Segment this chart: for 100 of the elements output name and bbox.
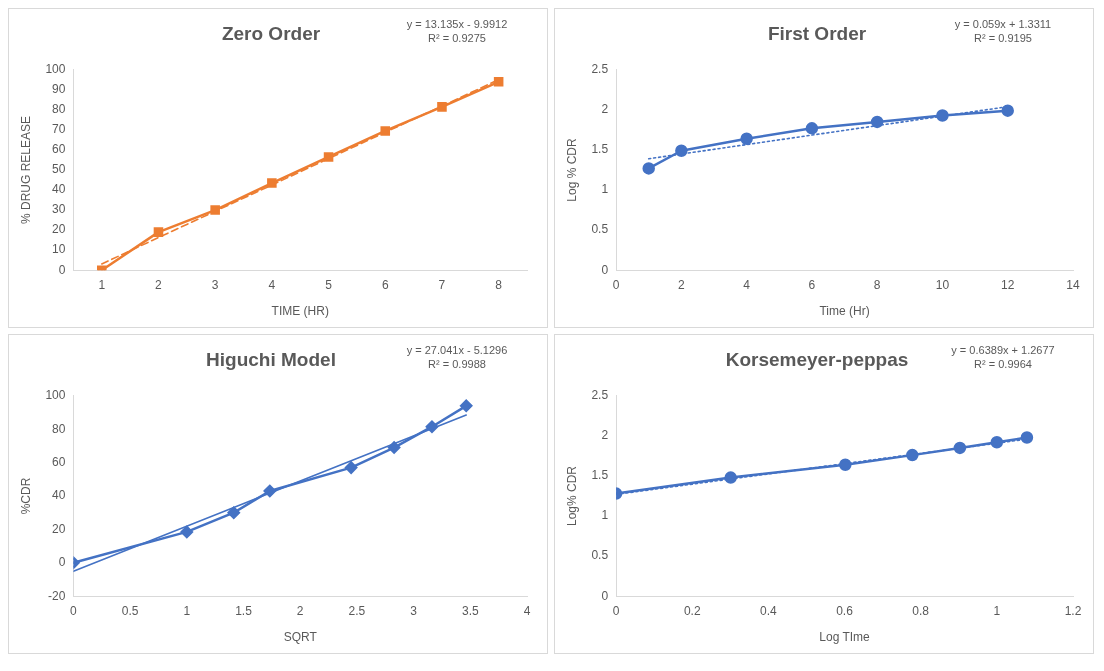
x-tick-label: 3.5 xyxy=(461,603,479,618)
point xyxy=(1001,104,1014,117)
x-tick-label: 1 xyxy=(993,603,1001,618)
text: R² = 0.9195 xyxy=(974,31,1032,44)
y-tick-label: 1.5 xyxy=(591,142,609,157)
x-tick-label: 2.5 xyxy=(348,603,366,618)
y-tick-label: 0 xyxy=(601,588,609,603)
y-tick-label: 20 xyxy=(52,222,66,237)
y-tick-label: 100 xyxy=(45,62,66,77)
x-tick-label: 1.5 xyxy=(235,603,253,618)
x-tick-label: 2 xyxy=(678,277,686,292)
x-tick-label: 0.8 xyxy=(912,603,930,618)
y-tick-label: 60 xyxy=(52,454,66,469)
point xyxy=(953,441,967,455)
x-tick-label: 5 xyxy=(325,277,333,292)
point xyxy=(906,448,919,462)
x-tick-label: 3 xyxy=(211,277,219,292)
y-tick-label: 0 xyxy=(58,555,66,570)
x-axis-title: Time (Hr) xyxy=(819,304,870,319)
y-tick-label: 60 xyxy=(52,142,66,157)
y-tick-label: 0 xyxy=(58,262,66,277)
y-tick-label: 2.5 xyxy=(591,388,609,403)
y-tick-label: 40 xyxy=(52,488,66,503)
point xyxy=(344,461,358,474)
x-tick-label: 0 xyxy=(612,277,620,292)
x-tick-label: 0.6 xyxy=(836,603,854,618)
y-tick-label: 0.5 xyxy=(591,548,609,563)
y-axis-title: Log% CDR xyxy=(564,465,579,527)
point xyxy=(839,458,852,471)
point xyxy=(227,506,241,519)
point xyxy=(437,102,447,112)
point xyxy=(1020,431,1034,444)
point xyxy=(425,420,439,433)
x-tick-label: 3 xyxy=(410,603,418,618)
x-tick-label: 4 xyxy=(743,277,751,292)
point xyxy=(263,484,277,498)
y-tick-label: 40 xyxy=(52,182,66,197)
x-tick-label: 8 xyxy=(873,277,881,292)
chart-title: Korsemeyer-peppas xyxy=(725,348,909,370)
y-axis-title: Log % CDR xyxy=(564,137,579,202)
x-tick-label: 12 xyxy=(1001,277,1015,292)
x-tick-label: 7 xyxy=(438,277,446,292)
x-axis-title: SQRT xyxy=(283,630,318,645)
y-tick-label: 80 xyxy=(52,421,66,436)
x-tick-label: 0.4 xyxy=(760,603,778,618)
y-tick-label: 50 xyxy=(52,162,66,177)
x-tick-label: 0 xyxy=(612,603,620,618)
x-tick-label: 1.2 xyxy=(1064,603,1082,618)
x-axis-title: TIME (HR) xyxy=(271,304,329,319)
point xyxy=(870,115,884,129)
x-tick-label: 10 xyxy=(935,277,950,292)
text: R² = 0.9964 xyxy=(974,357,1032,370)
y-tick-label: 2 xyxy=(601,102,609,117)
y-tick-label: 0.5 xyxy=(591,222,609,237)
y-axis-title: %CDR xyxy=(18,477,33,515)
x-tick-label: 1 xyxy=(183,603,191,618)
point xyxy=(675,144,688,158)
y-tick-label: 30 xyxy=(52,202,66,217)
point xyxy=(936,109,949,122)
y-axis-title: % DRUG RELEASE xyxy=(18,115,33,225)
text: y = 0.6389x + 1.2677 xyxy=(951,343,1055,356)
point xyxy=(459,399,473,413)
text: y = 13.135x - 9.9912 xyxy=(406,17,508,30)
x-tick-label: 6 xyxy=(808,277,816,292)
x-tick-label: 8 xyxy=(495,277,503,292)
y-tick-label: 1 xyxy=(601,182,609,197)
chart-title: First Order xyxy=(767,22,867,44)
y-tick-label: 2.5 xyxy=(591,62,609,77)
x-tick-label: 14 xyxy=(1066,277,1080,292)
point xyxy=(180,525,194,539)
chart-title: Higuchi Model xyxy=(206,348,336,370)
y-tick-label: 2 xyxy=(601,428,609,443)
point xyxy=(267,178,277,188)
point xyxy=(493,77,504,87)
point xyxy=(724,471,737,484)
y-tick-label: -20 xyxy=(48,588,66,603)
point xyxy=(990,436,1004,449)
x-tick-label: 6 xyxy=(381,277,389,292)
text: y = 27.041x - 5.1296 xyxy=(406,343,508,356)
point xyxy=(380,126,391,136)
chart-title: Zero Order xyxy=(221,22,321,44)
point xyxy=(387,441,401,454)
y-tick-label: 1 xyxy=(601,508,609,523)
y-tick-label: 1.5 xyxy=(591,468,609,483)
y-tick-label: 10 xyxy=(52,242,66,257)
point xyxy=(805,122,819,135)
text: R² = 0.9275 xyxy=(428,31,486,44)
x-tick-label: 0.2 xyxy=(683,603,701,618)
x-tick-label: 2 xyxy=(296,603,304,618)
point xyxy=(642,162,655,175)
point xyxy=(153,227,164,237)
text: y = 0.059x + 1.3311 xyxy=(954,17,1052,30)
x-tick-label: 0.5 xyxy=(121,603,139,618)
x-tick-label: 1 xyxy=(98,277,106,292)
x-tick-label: 0 xyxy=(70,603,78,618)
x-axis-title: Log TIme xyxy=(819,630,871,645)
y-tick-label: 70 xyxy=(52,122,66,137)
x-tick-label: 4 xyxy=(523,603,531,618)
x-tick-label: 2 xyxy=(155,277,163,292)
y-tick-label: 80 xyxy=(52,102,66,117)
